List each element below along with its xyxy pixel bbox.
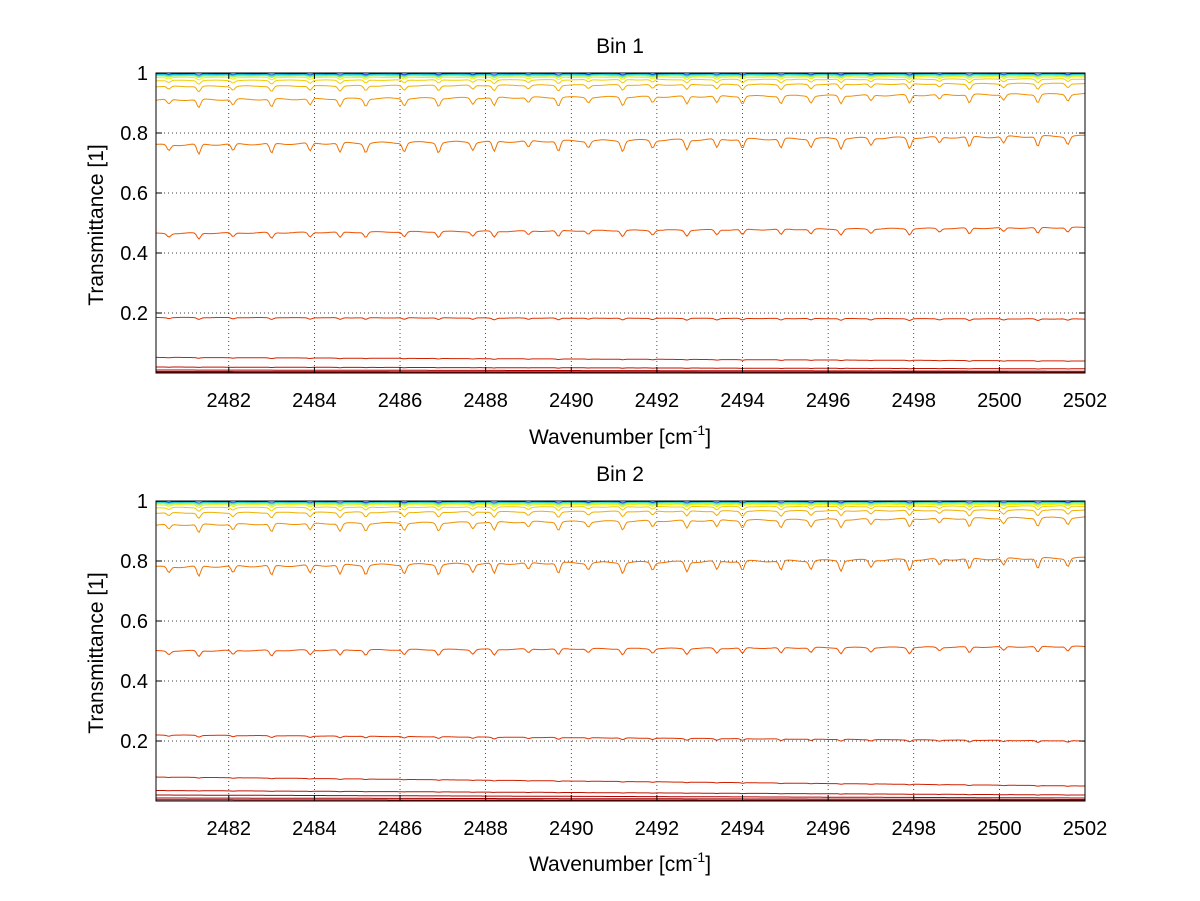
x-tick-label: 2486 bbox=[378, 818, 423, 840]
x-axis-label-end: ] bbox=[705, 426, 711, 449]
x-axis-label: Wavenumber [cm-1] bbox=[529, 849, 711, 876]
x-tick-label: 2498 bbox=[892, 818, 937, 840]
x-tick-label: 2500 bbox=[977, 818, 1022, 840]
x-axis-label-sup: -1 bbox=[693, 849, 706, 865]
series-line bbox=[155, 556, 1086, 578]
series-line bbox=[155, 505, 1086, 512]
series-line bbox=[156, 75, 1085, 79]
x-tick-label: 2498 bbox=[892, 390, 937, 412]
series-line bbox=[155, 134, 1086, 156]
axes-frame bbox=[155, 72, 1086, 374]
series-line bbox=[156, 797, 1085, 800]
x-axis-label-main: Wavenumber [cm bbox=[529, 853, 693, 876]
series-line bbox=[155, 776, 1085, 787]
y-tick-label: 0.6 bbox=[120, 611, 148, 633]
series-line bbox=[155, 92, 1086, 109]
series-line bbox=[155, 509, 1086, 519]
x-tick-label: 2502 bbox=[1063, 818, 1108, 840]
x-axis-label-end: ] bbox=[705, 853, 711, 876]
x-tick-label: 2494 bbox=[720, 390, 765, 412]
axes-frame bbox=[155, 500, 1086, 802]
x-tick-label: 2484 bbox=[292, 390, 337, 412]
series-line bbox=[155, 316, 1085, 322]
series-line bbox=[156, 790, 1085, 796]
series-line bbox=[156, 502, 1085, 506]
series-group bbox=[155, 73, 1086, 374]
series-line bbox=[156, 503, 1085, 508]
series-line bbox=[156, 76, 1085, 81]
x-axis-label-sup: -1 bbox=[693, 422, 706, 438]
grid bbox=[156, 73, 1085, 373]
x-tick-label: 2490 bbox=[549, 818, 594, 840]
x-tick-label: 2502 bbox=[1063, 390, 1108, 412]
series-line bbox=[156, 794, 1085, 799]
y-tick-label: 1 bbox=[137, 63, 148, 85]
y-axis-label: Transmittance [1] bbox=[85, 572, 108, 733]
subplot-bin-2: Bin 2 Transmittance [1] Wavenumber [cm-1… bbox=[85, 463, 1107, 876]
x-axis-label: Wavenumber [cm-1] bbox=[529, 422, 711, 449]
series-line bbox=[156, 501, 1085, 505]
series-line bbox=[156, 369, 1085, 372]
x-tick-label: 2482 bbox=[207, 818, 252, 840]
series-line bbox=[155, 516, 1086, 534]
y-tick-label: 1 bbox=[137, 491, 148, 513]
x-tick-label: 2488 bbox=[463, 818, 508, 840]
series-line bbox=[155, 78, 1086, 85]
x-tick-label: 2492 bbox=[635, 390, 680, 412]
series-group bbox=[155, 501, 1086, 801]
series-line bbox=[155, 734, 1085, 743]
grid bbox=[156, 501, 1085, 801]
series-line bbox=[156, 356, 1085, 362]
series-line bbox=[156, 371, 1085, 373]
x-tick-label: 2492 bbox=[635, 818, 680, 840]
series-line bbox=[155, 82, 1086, 93]
series-line bbox=[155, 645, 1086, 658]
x-tick-label: 2484 bbox=[292, 818, 337, 840]
x-tick-label: 2488 bbox=[463, 390, 508, 412]
chart-title: Bin 2 bbox=[596, 463, 644, 486]
y-tick-label: 0.8 bbox=[120, 551, 148, 573]
y-tick-label: 0.2 bbox=[120, 303, 148, 325]
subplot-bin-1: Bin 1 Transmittance [1] Wavenumber [cm-1… bbox=[85, 35, 1107, 449]
x-tick-label: 2486 bbox=[378, 390, 423, 412]
series-line bbox=[155, 226, 1086, 240]
x-tick-label: 2494 bbox=[720, 818, 765, 840]
x-tick-label: 2490 bbox=[549, 390, 594, 412]
x-tick-label: 2496 bbox=[806, 818, 851, 840]
y-axis-label: Transmittance [1] bbox=[85, 144, 108, 305]
x-tick-label: 2500 bbox=[977, 390, 1022, 412]
x-tick-label: 2496 bbox=[806, 390, 851, 412]
y-tick-label: 0.4 bbox=[120, 243, 148, 265]
series-line bbox=[156, 366, 1085, 370]
y-tick-label: 0.6 bbox=[120, 183, 148, 205]
y-tick-label: 0.8 bbox=[120, 123, 148, 145]
series-line bbox=[156, 74, 1085, 78]
series-line bbox=[156, 799, 1085, 801]
x-tick-label: 2482 bbox=[207, 390, 252, 412]
chart-title: Bin 1 bbox=[596, 35, 644, 58]
x-axis-label-main: Wavenumber [cm bbox=[529, 426, 693, 449]
y-tick-label: 0.2 bbox=[120, 731, 148, 753]
y-tick-label: 0.4 bbox=[120, 671, 148, 693]
